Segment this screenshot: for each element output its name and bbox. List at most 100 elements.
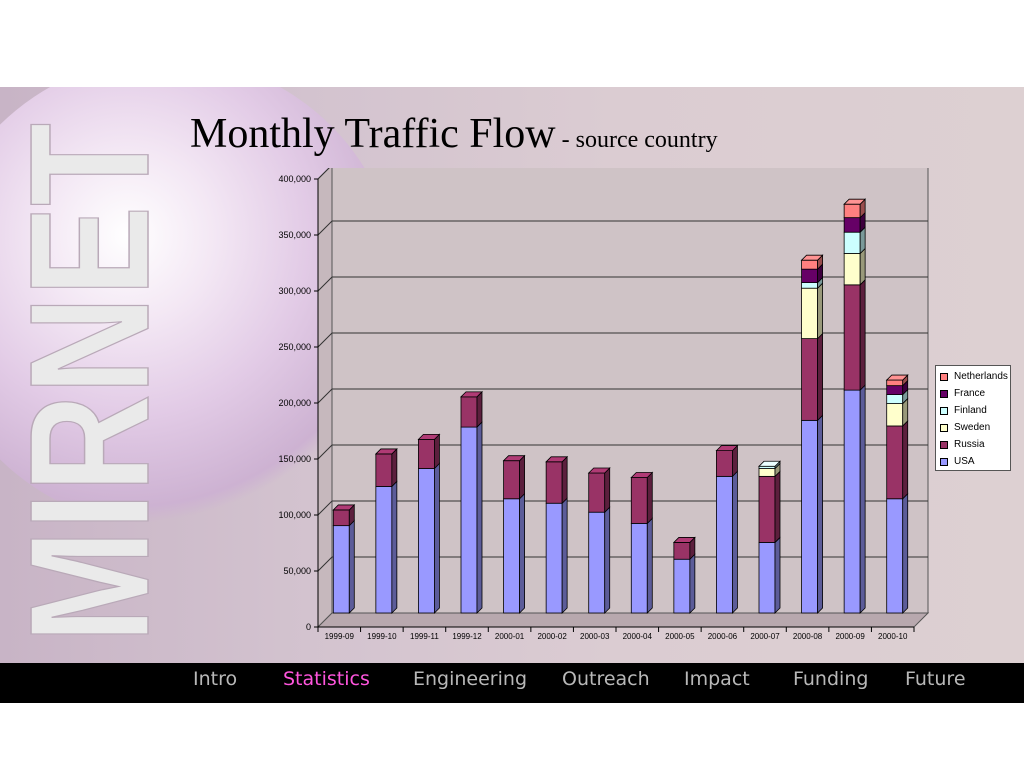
mirnet-logo: MIRNET — [0, 122, 160, 644]
bar-segment-russia — [716, 450, 733, 477]
x-tick-label: 1999-09 — [325, 632, 355, 640]
bar-segment-usa — [460, 426, 478, 614]
bar-top-russia — [715, 445, 739, 452]
x-tick-label: 2000-03 — [580, 632, 610, 640]
bar-segment-russia — [418, 438, 435, 469]
bar-segment-sweden — [886, 403, 904, 427]
bar-segment-usa — [375, 486, 393, 614]
bar-side-russia — [519, 454, 525, 500]
bar-segment-russia — [545, 461, 563, 504]
x-tick-label: 2000-06 — [708, 632, 738, 640]
bar-segment-russia — [460, 396, 478, 428]
bar-segment-russia — [588, 472, 606, 513]
bar-side-usa — [476, 421, 483, 614]
nav-item-outreach[interactable]: Outreach — [562, 668, 650, 690]
bar-top-russia — [502, 455, 526, 462]
svg-text:MIRNET: MIRNET — [0, 123, 160, 643]
bar-segment-finland — [801, 282, 818, 289]
bar-segment-russia — [886, 425, 904, 500]
legend-label: Sweden — [954, 422, 991, 433]
bar-side-usa — [561, 497, 568, 614]
bar-segment-usa — [630, 522, 648, 614]
legend-label: France — [954, 388, 986, 399]
gridline — [317, 388, 928, 404]
bar-segment-france — [801, 268, 818, 284]
bar-side-russia — [476, 390, 483, 429]
bar-segment-sweden — [843, 253, 861, 286]
bar-side-usa — [902, 492, 909, 614]
bar-segment-russia — [758, 475, 776, 543]
bar-top-russia — [672, 537, 696, 543]
legend-item-finland: Finland — [940, 402, 1010, 419]
bar-segment-netherlands — [843, 203, 861, 219]
bar-side-russia — [434, 433, 440, 470]
legend-swatch — [940, 423, 948, 432]
x-tick-label: 2000-04 — [623, 632, 653, 640]
nav-item-intro[interactable]: Intro — [193, 668, 238, 690]
nav-item-future[interactable]: Future — [905, 668, 966, 690]
y-tick-label: 400,000 — [278, 174, 311, 184]
gridline — [317, 220, 928, 236]
gridline — [317, 168, 330, 180]
x-tick-label: 2000-07 — [750, 632, 780, 640]
gridline — [317, 444, 928, 460]
legend-item-france: France — [940, 385, 1010, 402]
bar-side-usa — [434, 462, 440, 614]
bar-top-russia — [332, 504, 356, 511]
bar-side-usa — [604, 506, 611, 614]
bar-segment-usa — [332, 525, 350, 614]
legend-label: USA — [954, 456, 975, 467]
bar-top-russia — [417, 433, 441, 440]
nav-item-engineering[interactable]: Engineering — [413, 668, 527, 690]
bar-segment-netherlands — [801, 259, 818, 270]
bar-segment-netherlands — [886, 379, 904, 387]
nav-item-impact[interactable]: Impact — [684, 668, 750, 690]
bar-segment-usa — [758, 542, 776, 614]
y-tick-label: 100,000 — [278, 510, 311, 520]
bar-segment-usa — [418, 468, 435, 614]
chart-legend: Netherlands France Finland Sweden Russia USA — [935, 365, 1011, 471]
bar-segment-russia — [801, 338, 818, 421]
chart-side-wall — [317, 168, 333, 629]
bar-side-usa — [519, 492, 525, 614]
y-tick-label: 200,000 — [278, 398, 311, 408]
bar-segment-usa — [588, 511, 606, 614]
traffic-chart: 0 50,000 100,000 150,000 200,000 250,000 300,0… — [278, 168, 930, 640]
bar-side-usa — [689, 553, 696, 614]
legend-item-netherlands: Netherlands — [940, 368, 1010, 385]
bar-segment-sweden — [758, 468, 776, 477]
y-tick-label: 50,000 — [283, 566, 311, 576]
bar-segment-usa — [673, 558, 691, 614]
bar-side-russia — [902, 419, 909, 500]
bar-top-finland — [758, 460, 781, 467]
bar-side-russia — [774, 470, 781, 544]
title-main: Monthly Traffic Flow — [190, 111, 556, 157]
bar-top-russia — [460, 391, 483, 398]
legend-swatch — [940, 440, 948, 449]
bar-segment-russia — [673, 542, 691, 560]
bar-segment-finland — [843, 231, 861, 254]
nav-item-statistics[interactable]: Statistics — [283, 668, 370, 690]
bar-top-russia — [630, 472, 654, 478]
bar-side-russia — [859, 278, 866, 392]
bar-side-usa — [646, 517, 653, 614]
bar-segment-usa — [886, 498, 904, 614]
legend-label: Finland — [954, 405, 987, 416]
nav-item-funding[interactable]: Funding — [793, 668, 869, 690]
x-tick-label: 2000-01 — [495, 632, 525, 640]
x-tick-label: 1999-12 — [452, 632, 482, 640]
y-tick-label: 150,000 — [278, 454, 311, 464]
y-tick-label: 250,000 — [278, 342, 311, 352]
x-tick-label: 2000-05 — [665, 632, 695, 640]
legend-swatch — [940, 406, 948, 415]
bar-top-russia — [545, 456, 569, 463]
bar-side-sweden — [859, 247, 866, 286]
x-tick-label: 1999-10 — [367, 632, 397, 640]
bar-segment-usa — [801, 419, 818, 614]
bar-top-netherlands — [885, 374, 909, 381]
chart-floor — [316, 612, 930, 628]
legend-item-usa: USA — [940, 453, 1010, 470]
legend-item-sweden: Sweden — [940, 419, 1010, 436]
bar-top-netherlands — [800, 254, 824, 261]
bar-top-netherlands — [843, 198, 867, 205]
